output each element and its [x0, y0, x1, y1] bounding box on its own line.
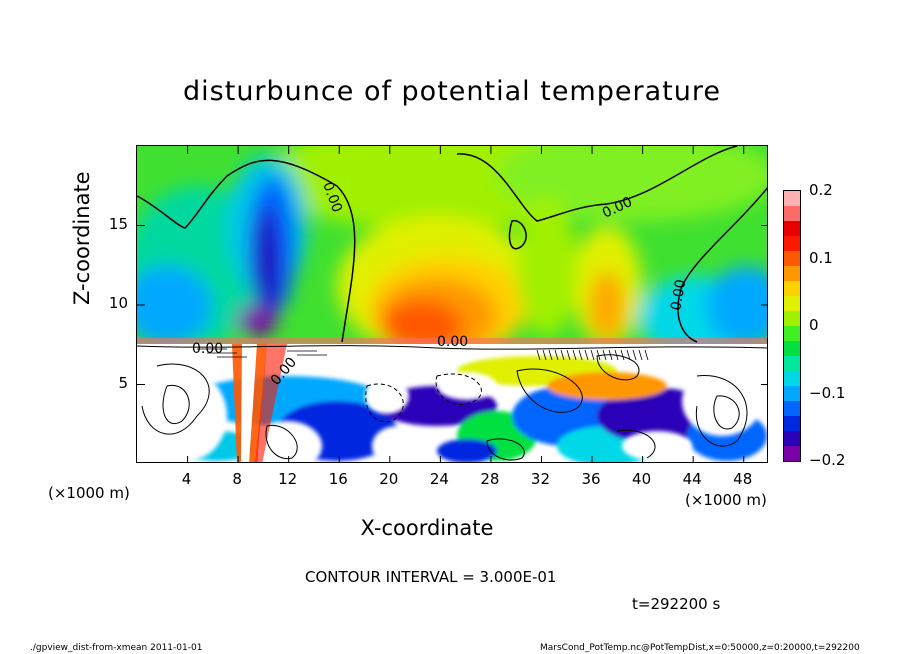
x-tick-label: 48 [733, 470, 753, 488]
footer-data-source: MarsCond_PotTemp.nc@PotTempDist,x=0:5000… [540, 643, 860, 653]
colorbar-band [784, 341, 800, 356]
colorbar-band [784, 416, 800, 431]
colorbar-tick-label: 0.1 [809, 248, 833, 267]
colorbar-band [784, 386, 800, 401]
upper-field [137, 146, 767, 346]
contour-interval: CONTOUR INTERVAL = 3.000E-01 [305, 568, 557, 586]
colorbar-tick-label: −0.2 [809, 451, 846, 469]
colorbar-band [784, 446, 800, 461]
x-tick-label: 40 [632, 470, 652, 488]
contour-label: 0.00 [192, 341, 223, 357]
y-axis-label: Z-coordinate [70, 171, 94, 305]
x-tick-label: 36 [581, 470, 601, 488]
time-label: t=292200 s [632, 595, 721, 613]
tick-marks [137, 146, 767, 462]
x-tick-label: 16 [328, 470, 348, 488]
x-tick-label: 4 [181, 470, 192, 488]
colorbar-band [784, 371, 800, 386]
colorbar-band [784, 206, 800, 221]
x-tick-label: 28 [480, 470, 500, 488]
contour-label: 0.00 [437, 334, 468, 350]
colorbar-band [784, 221, 800, 236]
colorbar-band [784, 326, 800, 341]
x-axis-label: X-coordinate [0, 516, 904, 540]
colorbar-band [784, 356, 800, 371]
colorbar [783, 190, 801, 462]
contour-label: 0.00 [668, 278, 689, 311]
colorbar-band [784, 431, 800, 446]
colorbar-band [784, 236, 800, 251]
colorbar-tick-label: −0.1 [809, 383, 846, 402]
lower-field [137, 344, 767, 462]
colorbar-band [784, 296, 800, 311]
x-tick-label: 24 [429, 470, 449, 488]
x-tick-label: 44 [682, 470, 702, 488]
x-tick-label: 32 [530, 470, 551, 488]
colorbar-band [784, 191, 800, 206]
colorbar-band [784, 281, 800, 296]
colorbar-band [784, 266, 800, 281]
colorbar-band [784, 311, 800, 326]
x-axis-label-text: X-coordinate [360, 516, 494, 540]
colorbar-tick-label: 0 [809, 316, 819, 334]
plot-area: 0.00 0.00 0.00 0.00 0.00 0.00 [136, 145, 768, 463]
x-unit-label-right: (×1000 m) [685, 491, 767, 509]
x-tick-label: 20 [379, 470, 399, 488]
x-tick-label: 12 [278, 470, 298, 488]
footer-script-name: ./gpview_dist-from-xmean 2011-01-01 [30, 643, 203, 653]
x-tick-label: 8 [232, 470, 242, 488]
colorbar-band [784, 401, 800, 416]
colorbar-band [784, 251, 800, 266]
colorbar-tick-label: 0.2 [809, 181, 833, 199]
heatmap-field: 0.00 0.00 0.00 0.00 0.00 0.00 [137, 146, 767, 462]
y-tick-label: 15 [108, 214, 128, 233]
y-tick-label: 5 [118, 373, 128, 392]
x-unit-label-left: (×1000 m) [48, 484, 130, 502]
chart-title: disturbunce of potential temperature [183, 76, 721, 107]
y-tick-label: 10 [108, 294, 128, 312]
